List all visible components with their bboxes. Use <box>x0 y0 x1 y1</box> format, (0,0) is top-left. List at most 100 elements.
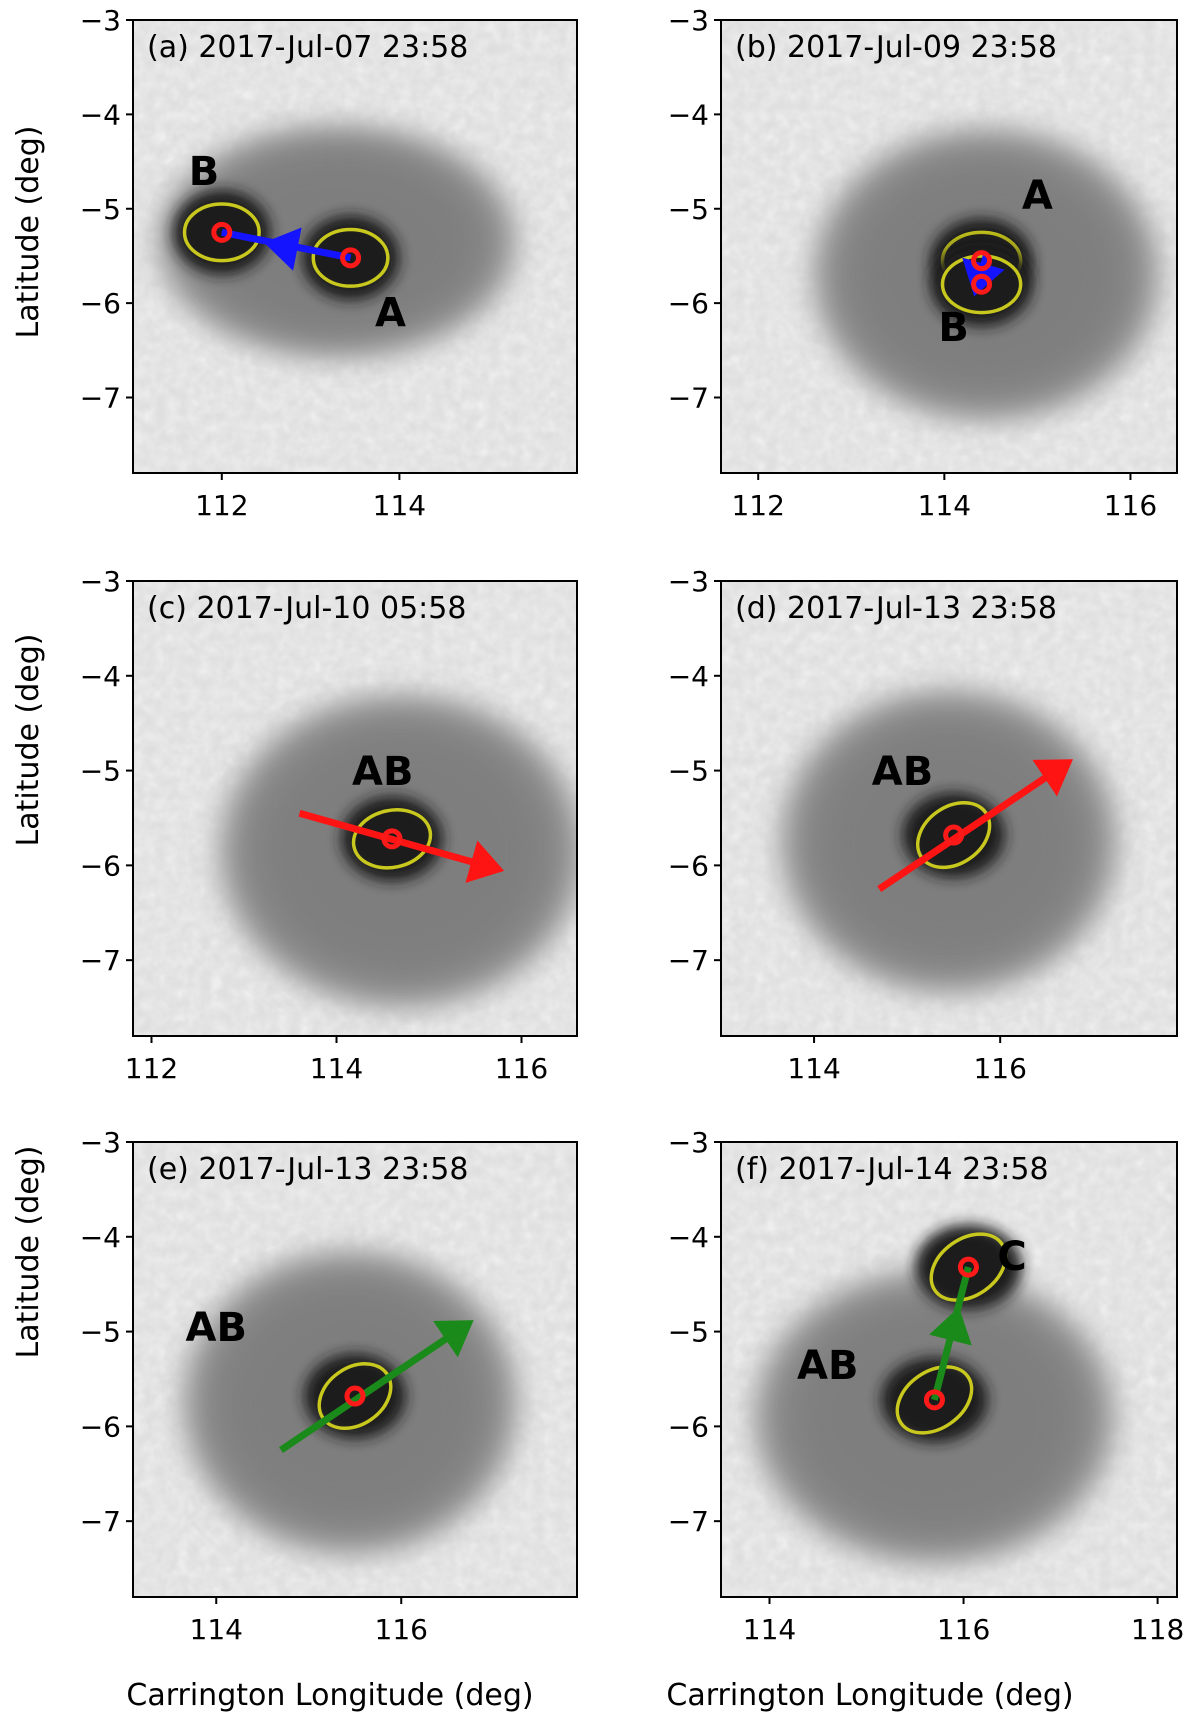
umbra-contour <box>311 227 390 288</box>
panel-title: (c) 2017-Jul-10 05:58 <box>147 591 466 626</box>
axes-frame <box>720 580 1178 1037</box>
y-tick-label: −4 <box>668 1221 709 1254</box>
motion-arrow-head <box>1032 759 1073 797</box>
centroid-marker <box>971 273 993 295</box>
x-tick-label: 116 <box>937 1613 990 1646</box>
axes-frame <box>132 580 578 1037</box>
y-tick-label: −7 <box>668 944 709 977</box>
x-tick-label: 116 <box>495 1052 548 1085</box>
y-tick-label: −4 <box>668 660 709 693</box>
x-tick-label: 112 <box>125 1052 178 1085</box>
y-tick-label: −3 <box>80 1126 121 1159</box>
centroid-marker <box>340 247 362 269</box>
centroid-marker <box>957 1256 979 1278</box>
centroid-marker <box>211 221 233 243</box>
sunspot-image: AB <box>721 20 1177 473</box>
y-tick-label: −7 <box>668 382 709 415</box>
y-tick-label: −6 <box>80 1410 121 1443</box>
centroid-marker <box>381 828 403 850</box>
axes-frame <box>720 19 1178 474</box>
y-tick-label: −3 <box>80 4 121 37</box>
y-tick-label: −4 <box>668 98 709 131</box>
y-tick-label: −4 <box>80 660 121 693</box>
panel-title: (d) 2017-Jul-13 23:58 <box>735 591 1057 626</box>
panel-e: AB (e) 2017-Jul-13 23:58 −3 −4 −5 −6 −7 114 116 <box>80 1126 578 1646</box>
sunspot-image: AB <box>721 581 1177 1036</box>
y-tick-label: −7 <box>668 1505 709 1538</box>
x-tick-label: 112 <box>731 489 784 522</box>
motion-arrow-head <box>465 840 505 883</box>
spot-label: AB <box>872 749 933 795</box>
spot-label: B <box>189 149 220 195</box>
y-tick-label: −3 <box>668 4 709 37</box>
umbra-contour <box>895 1365 974 1435</box>
x-tick-label: 114 <box>373 489 426 522</box>
motion-arrow-shaft <box>877 767 1058 892</box>
x-tick-label: 114 <box>743 1613 796 1646</box>
spot-label: AB <box>352 749 413 795</box>
spot-label: A <box>1022 173 1053 219</box>
y-tick-label: −6 <box>668 1410 709 1443</box>
centroid-marker <box>923 1389 945 1411</box>
y-tick-label: −7 <box>80 382 121 415</box>
axes-frame <box>132 19 578 474</box>
sunspot-image: BA <box>133 20 577 473</box>
x-tick-label: 114 <box>190 1613 243 1646</box>
panel-d: AB (d) 2017-Jul-13 23:58 −3 −4 −5 −6 −7 114 116 <box>668 565 1178 1085</box>
y-tick-label: −3 <box>668 565 709 598</box>
spot-label: B <box>938 305 969 351</box>
y-tick-label: −7 <box>80 1505 121 1538</box>
y-tick-label: −5 <box>80 193 121 226</box>
sunspot-image: C AB <box>721 1142 1177 1597</box>
spot-label: A <box>375 291 406 337</box>
x-tick-label: 114 <box>787 1052 840 1085</box>
spot-label: AB <box>797 1343 858 1389</box>
umbra-contour <box>940 254 1023 315</box>
sunspot-image: AB <box>133 581 577 1036</box>
motion-arrow-head <box>263 227 302 271</box>
x-tick-label: 116 <box>1104 489 1157 522</box>
panel-title: (a) 2017-Jul-07 23:58 <box>147 30 468 65</box>
spot-label: AB <box>186 1305 247 1351</box>
y-tick-label: −5 <box>668 193 709 226</box>
axes-frame <box>720 1141 1178 1598</box>
panel-title: (f) 2017-Jul-14 23:58 <box>735 1152 1049 1187</box>
y-tick-label: −5 <box>668 755 709 788</box>
centroid-marker <box>344 1385 366 1407</box>
y-tick-label: −6 <box>80 287 121 320</box>
y-axis-label-bottom: Latitude (deg) <box>11 1146 46 1359</box>
centroid-marker <box>943 824 965 846</box>
umbra-contour <box>929 1232 1008 1302</box>
umbra-contour <box>182 202 261 263</box>
motion-arrow-head <box>433 1320 474 1358</box>
axes-frame <box>132 1141 578 1598</box>
y-tick-label: −3 <box>80 565 121 598</box>
y-tick-label: −4 <box>80 98 121 131</box>
y-tick-label: −5 <box>80 755 121 788</box>
y-axis-label-top: Latitude (deg) <box>11 126 46 339</box>
x-axis-label-right: Carrington Longitude (deg) <box>666 1678 1073 1713</box>
centroid-marker <box>971 250 993 272</box>
panel-c: AB (c) 2017-Jul-10 05:58 −3 −4 −5 −6 −7 112 114 1… <box>80 565 578 1085</box>
x-tick-label: 116 <box>375 1613 428 1646</box>
spot-label: C <box>997 1234 1026 1280</box>
x-tick-label: 118 <box>1131 1613 1184 1646</box>
panel-f: C AB (f) 2017-Jul-14 23:58 −3 −4 −5 −6 −7 114 116… <box>668 1126 1185 1646</box>
umbra-contour <box>351 808 433 870</box>
motion-arrow-shaft <box>279 1328 459 1453</box>
y-axis-label-middle: Latitude (deg) <box>11 634 46 847</box>
x-tick-label: 114 <box>918 489 971 522</box>
y-tick-label: −5 <box>80 1316 121 1349</box>
y-tick-label: −6 <box>80 849 121 882</box>
y-tick-label: −4 <box>80 1221 121 1254</box>
motion-arrow-shaft <box>298 809 486 869</box>
x-tick-label: 116 <box>973 1052 1026 1085</box>
panel-title: (b) 2017-Jul-09 23:58 <box>735 30 1057 65</box>
motion-arrow-head <box>929 1307 972 1346</box>
sunspot-image: AB <box>133 1142 577 1597</box>
y-tick-label: −5 <box>668 1316 709 1349</box>
x-tick-label: 112 <box>195 489 248 522</box>
